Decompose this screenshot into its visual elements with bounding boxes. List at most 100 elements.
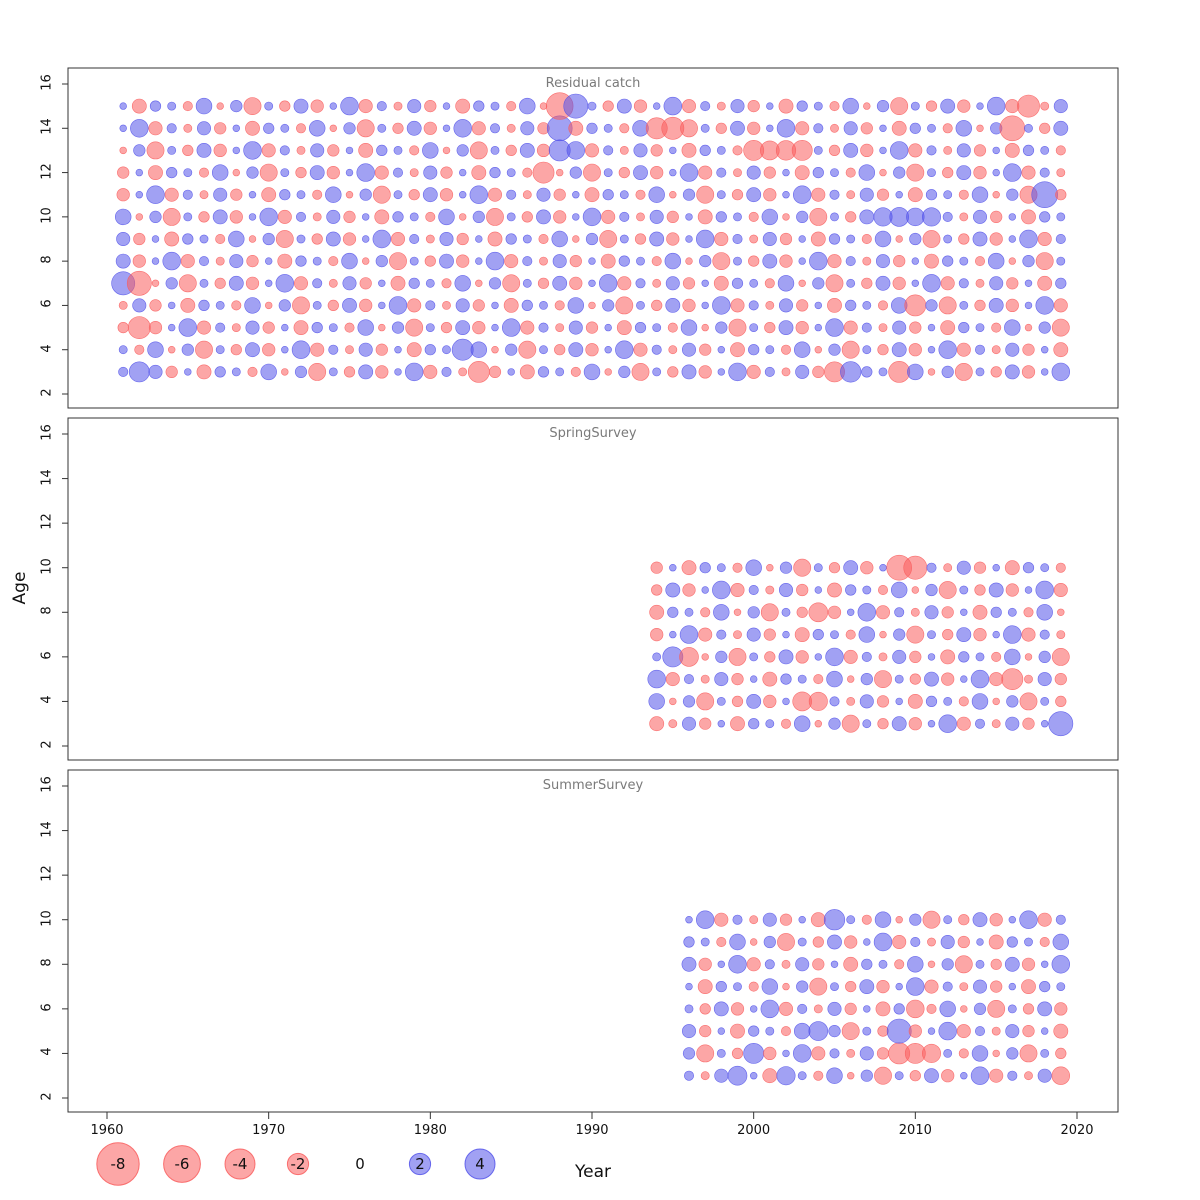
residual-bubble: [649, 209, 664, 224]
residual-bubble: [954, 955, 973, 974]
residual-bubble: [151, 279, 160, 287]
residual-bubble: [991, 651, 1002, 662]
residual-bubble: [960, 1005, 968, 1013]
residual-bubble: [232, 168, 241, 177]
residual-bubble: [746, 627, 761, 642]
residual-bubble: [826, 1067, 843, 1084]
residual-bubble: [425, 211, 436, 222]
residual-bubble: [890, 97, 909, 116]
residual-bubble: [701, 301, 709, 310]
residual-bubble: [843, 121, 858, 136]
residual-bubble: [860, 143, 874, 157]
residual-bubble: [1008, 257, 1016, 265]
residual-bubble: [345, 191, 354, 199]
residual-bubble: [685, 235, 693, 243]
residual-bubble: [520, 121, 535, 136]
residual-bubble: [471, 165, 487, 180]
residual-bubble: [766, 124, 774, 133]
residual-bubble: [1055, 914, 1066, 925]
residual-bubble: [280, 168, 290, 177]
residual-bubble: [792, 185, 812, 204]
residual-bubble: [134, 344, 145, 355]
residual-bubble: [746, 694, 762, 709]
residual-bubble: [893, 1003, 905, 1015]
residual-bubble: [956, 627, 972, 642]
residual-bubble: [568, 120, 584, 136]
residual-bubble: [942, 255, 954, 267]
residual-bubble: [1039, 211, 1051, 223]
residual-bubble: [604, 346, 612, 354]
residual-bubble: [619, 234, 629, 244]
residual-bubble: [680, 119, 698, 138]
residual-bubble: [793, 341, 811, 358]
y-tick-label: 4: [39, 344, 55, 353]
residual-bubble: [422, 142, 439, 159]
residual-bubble: [164, 231, 180, 247]
residual-bubble: [891, 716, 907, 732]
residual-bubble: [312, 212, 322, 222]
residual-bubble: [992, 191, 1000, 199]
residual-bubble: [647, 669, 666, 689]
residual-bubble: [989, 232, 1003, 246]
residual-bubble: [846, 190, 856, 200]
residual-bubble: [895, 191, 903, 199]
residual-bubble: [925, 695, 938, 708]
residual-bubble: [730, 99, 745, 114]
residual-bubble: [714, 1068, 729, 1083]
residual-bubble: [459, 191, 467, 199]
residual-bubble: [876, 695, 890, 708]
residual-bubble: [827, 254, 842, 269]
residual-bubble: [455, 320, 471, 335]
residual-bubble: [1005, 298, 1019, 313]
residual-bubble: [1053, 99, 1068, 114]
residual-bubble: [162, 251, 181, 271]
residual-bubble: [840, 361, 862, 383]
residual-bubble: [423, 364, 438, 379]
residual-bubble: [1051, 648, 1070, 666]
residual-bubble: [265, 301, 273, 310]
residual-bubble: [358, 142, 374, 158]
residual-bubble: [1055, 145, 1066, 156]
residual-bubble: [959, 256, 969, 266]
y-tick-label: 4: [39, 1047, 55, 1057]
residual-bubble: [924, 1068, 939, 1084]
residual-bubble: [378, 323, 386, 332]
residual-bubble: [791, 139, 813, 161]
residual-bubble: [926, 145, 937, 156]
residual-bubble: [667, 606, 679, 618]
residual-bubble: [357, 319, 374, 336]
residual-bubble: [651, 344, 662, 355]
residual-bubble: [455, 98, 471, 114]
residual-bubble: [459, 168, 467, 177]
residual-bubble: [731, 695, 744, 708]
residual-bubble: [892, 934, 907, 949]
residual-bubble: [782, 1049, 790, 1058]
residual-bubble: [940, 649, 956, 665]
residual-bubble: [1037, 232, 1052, 247]
residual-bubble: [1024, 1071, 1033, 1081]
residual-bubble: [359, 188, 372, 201]
residual-bubble: [813, 123, 824, 134]
residual-bubble: [698, 627, 713, 642]
residual-bubble: [762, 253, 778, 269]
residual-bubble: [992, 146, 1000, 155]
residual-bubble: [894, 959, 905, 970]
residual-bubble: [456, 144, 469, 157]
residual-bubble: [728, 955, 747, 974]
residual-bubble: [423, 165, 438, 180]
residual-bubble: [178, 274, 197, 293]
residual-bubble: [651, 256, 662, 267]
residual-bubble: [685, 982, 693, 991]
residual-bubble: [146, 185, 165, 204]
residual-bubble: [958, 914, 970, 926]
residual-bubble: [730, 120, 745, 136]
residual-bubble: [1054, 672, 1067, 686]
residual-bubble: [874, 670, 892, 689]
residual-bubble: [603, 145, 614, 156]
residual-bubble: [796, 980, 809, 993]
residual-bubble: [554, 300, 565, 311]
residual-bubble: [927, 937, 936, 947]
residual-bubble: [877, 300, 888, 311]
residual-bubble: [747, 606, 760, 619]
residual-bubble: [716, 190, 726, 200]
